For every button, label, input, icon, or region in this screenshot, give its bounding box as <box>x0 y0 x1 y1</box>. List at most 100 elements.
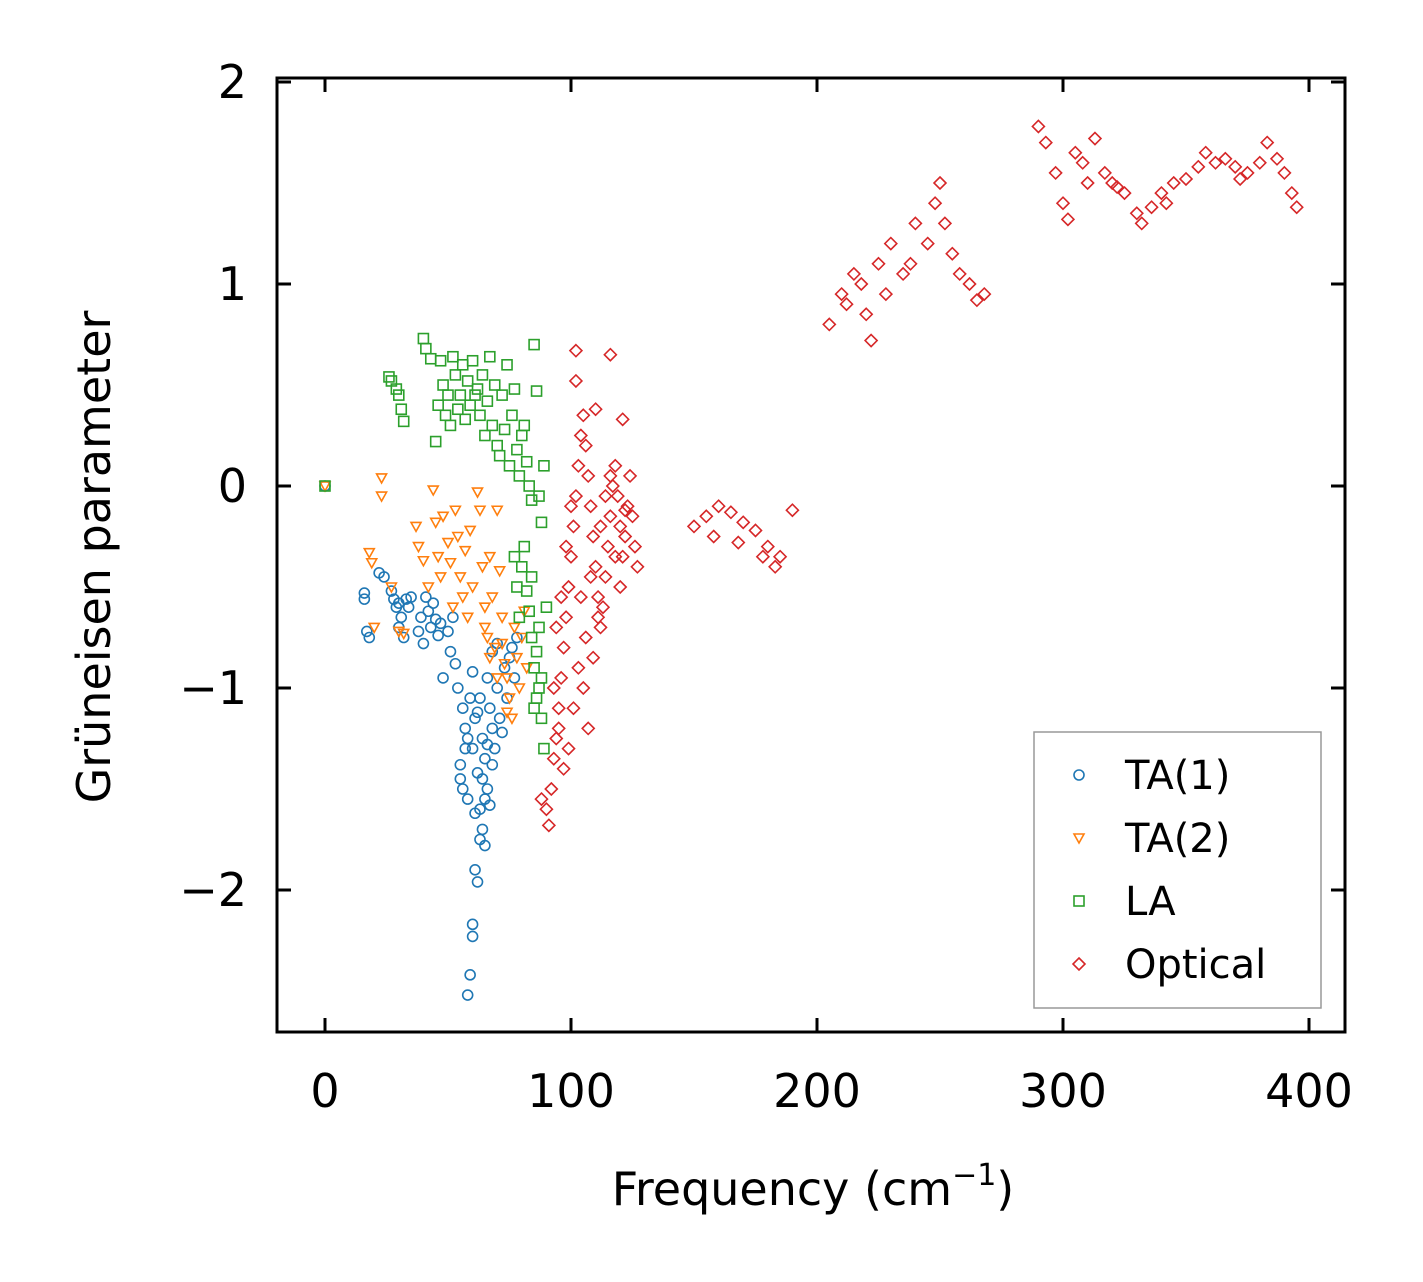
data-point <box>365 557 379 570</box>
data-point <box>760 539 775 554</box>
data-point <box>412 625 425 638</box>
data-point <box>863 333 879 348</box>
data-point <box>1208 155 1223 170</box>
data-point <box>474 833 486 846</box>
legend-label: Optical <box>1125 942 1266 988</box>
data-point <box>466 930 479 943</box>
data-point <box>568 373 584 389</box>
data-point <box>977 286 992 302</box>
data-point <box>731 535 746 550</box>
data-point <box>566 519 581 534</box>
data-point <box>496 389 508 401</box>
data-point <box>481 783 494 795</box>
plot-frame <box>275 76 1347 1034</box>
data-point <box>520 585 533 597</box>
data-point <box>444 557 457 570</box>
data-point <box>513 611 526 624</box>
data-point <box>1055 196 1071 211</box>
data-point <box>1284 185 1299 201</box>
data-point <box>421 582 435 594</box>
data-point <box>615 549 630 564</box>
data-point <box>434 617 447 630</box>
data-point <box>515 632 529 645</box>
data-point <box>471 487 484 499</box>
data-point <box>484 350 496 363</box>
data-point <box>478 622 492 635</box>
data-point <box>613 519 628 534</box>
data-point <box>437 672 449 684</box>
data-point <box>586 529 601 544</box>
data-point <box>415 611 427 624</box>
data-point <box>530 645 543 658</box>
data-point <box>535 712 548 725</box>
data-point <box>686 519 702 534</box>
data-point <box>506 409 518 422</box>
data-point <box>551 721 566 736</box>
data-point <box>598 488 613 504</box>
data-point <box>427 597 440 609</box>
data-point <box>1228 159 1243 174</box>
data-point <box>627 539 643 554</box>
data-point <box>927 196 943 211</box>
data-point <box>563 499 579 514</box>
data-point <box>476 561 489 574</box>
data-point <box>558 610 574 625</box>
data-point <box>540 601 553 614</box>
data-point <box>500 673 514 685</box>
data-point <box>483 551 497 564</box>
data-point <box>491 439 504 452</box>
data-point <box>318 481 332 493</box>
data-point <box>600 539 616 554</box>
data-point <box>461 732 474 745</box>
data-point <box>395 611 408 624</box>
data-point <box>544 781 559 797</box>
data-point <box>768 559 783 574</box>
data-point <box>503 459 516 472</box>
data-point <box>493 712 506 725</box>
data-point <box>486 758 499 771</box>
data-point <box>588 402 603 417</box>
data-point <box>608 458 623 473</box>
data-point <box>397 628 411 641</box>
data-point <box>603 347 618 362</box>
data-point <box>442 625 454 638</box>
data-point <box>1277 165 1292 181</box>
data-point <box>1289 200 1304 215</box>
data-point <box>484 702 496 715</box>
data-point <box>454 389 467 401</box>
data-point <box>937 216 953 231</box>
data-point <box>496 726 508 739</box>
data-point <box>493 566 507 578</box>
data-point <box>535 516 548 529</box>
data-point <box>608 549 623 564</box>
data-point <box>785 503 800 518</box>
data-point <box>895 266 911 282</box>
data-point <box>1087 131 1103 146</box>
data-point <box>375 473 388 485</box>
data-point <box>554 670 569 686</box>
data-point <box>1240 165 1255 181</box>
legend-entry: TA(1) <box>1073 753 1230 799</box>
data-point <box>511 581 523 593</box>
data-point <box>511 631 523 644</box>
data-point <box>748 523 763 538</box>
data-point <box>431 551 445 564</box>
data-point <box>469 712 481 725</box>
data-point <box>576 408 591 423</box>
data-point <box>1097 165 1112 181</box>
data-point <box>471 706 484 719</box>
data-point <box>476 773 489 785</box>
data-point <box>525 494 538 506</box>
data-point <box>528 661 540 674</box>
data-point <box>588 559 603 574</box>
series-ta-2- <box>318 473 534 725</box>
data-point <box>535 672 548 684</box>
data-point <box>456 592 470 604</box>
data-point <box>533 682 545 694</box>
data-point <box>523 605 535 618</box>
x-axis-title: Frequency (cm−1) <box>612 1158 1015 1216</box>
data-point <box>508 622 521 635</box>
data-point <box>456 702 469 715</box>
data-point <box>932 175 948 191</box>
legend-entry: TA(2) <box>1072 816 1230 862</box>
